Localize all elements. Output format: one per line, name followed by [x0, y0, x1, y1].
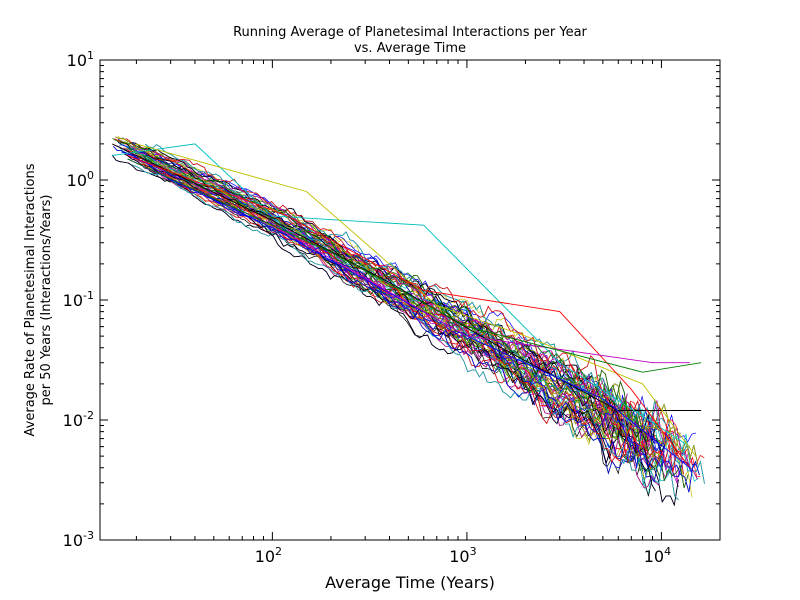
series-line-2 [136, 143, 697, 457]
series-line [121, 151, 698, 493]
series-line [139, 146, 655, 443]
series-line [143, 165, 660, 489]
series-line [111, 154, 679, 507]
series-line [136, 163, 670, 470]
series-line [131, 164, 679, 501]
series-line [123, 152, 653, 497]
chart-title-line1: Running Average of Planetesimal Interact… [233, 25, 587, 40]
chart-title-line2: vs. Average Time [354, 41, 466, 56]
series-line [121, 151, 698, 493]
y-axis-ticks: 101 100 10-1 10-2 10-3 [63, 49, 720, 550]
x-tick-label: 103 [449, 545, 476, 566]
series-line [123, 153, 656, 492]
series-line [120, 147, 679, 488]
y-tick-label: 101 [67, 49, 94, 70]
y-axis-label-line1: Average Rate of Planetesimal Interaction… [23, 163, 38, 436]
series-line [111, 154, 679, 507]
series-line [128, 147, 689, 489]
x-tick-label: 104 [644, 545, 671, 566]
x-axis-label: Average Time (Years) [325, 573, 495, 592]
series-line [111, 154, 679, 507]
series-line [113, 146, 665, 469]
series-line-0 [111, 143, 702, 411]
y-tick-label: 10-1 [63, 289, 94, 310]
series-line [143, 167, 672, 475]
series-line [131, 164, 679, 501]
series-line [123, 153, 656, 492]
series-lines [111, 135, 705, 507]
series-line-4 [127, 158, 691, 469]
series-line-6 [127, 158, 702, 373]
series-line [147, 166, 661, 458]
series-line [143, 165, 660, 489]
series-line-3 [127, 155, 691, 469]
x-axis-ticks: 102 103 104 [135, 60, 721, 566]
y-tick-label: 10-2 [63, 409, 94, 430]
series-line [123, 153, 656, 492]
series-line [145, 163, 681, 473]
series-line [131, 164, 679, 501]
series-line [119, 147, 699, 482]
series-line [123, 153, 656, 492]
series-line [112, 138, 640, 443]
series-line-1 [112, 143, 691, 447]
series-line [113, 144, 648, 449]
y-tick-label: 100 [67, 169, 94, 190]
series-line [131, 164, 679, 501]
series-line [121, 151, 698, 493]
series-line [130, 142, 661, 441]
series-line [125, 138, 650, 437]
series-line [111, 154, 679, 507]
series-line [143, 165, 660, 489]
x-tick-label: 102 [255, 545, 282, 566]
series-line [121, 151, 698, 493]
y-tick-label: 10-3 [63, 529, 94, 550]
y-axis-label-line2: per 50 Years (Interactions/Years) [39, 195, 54, 406]
